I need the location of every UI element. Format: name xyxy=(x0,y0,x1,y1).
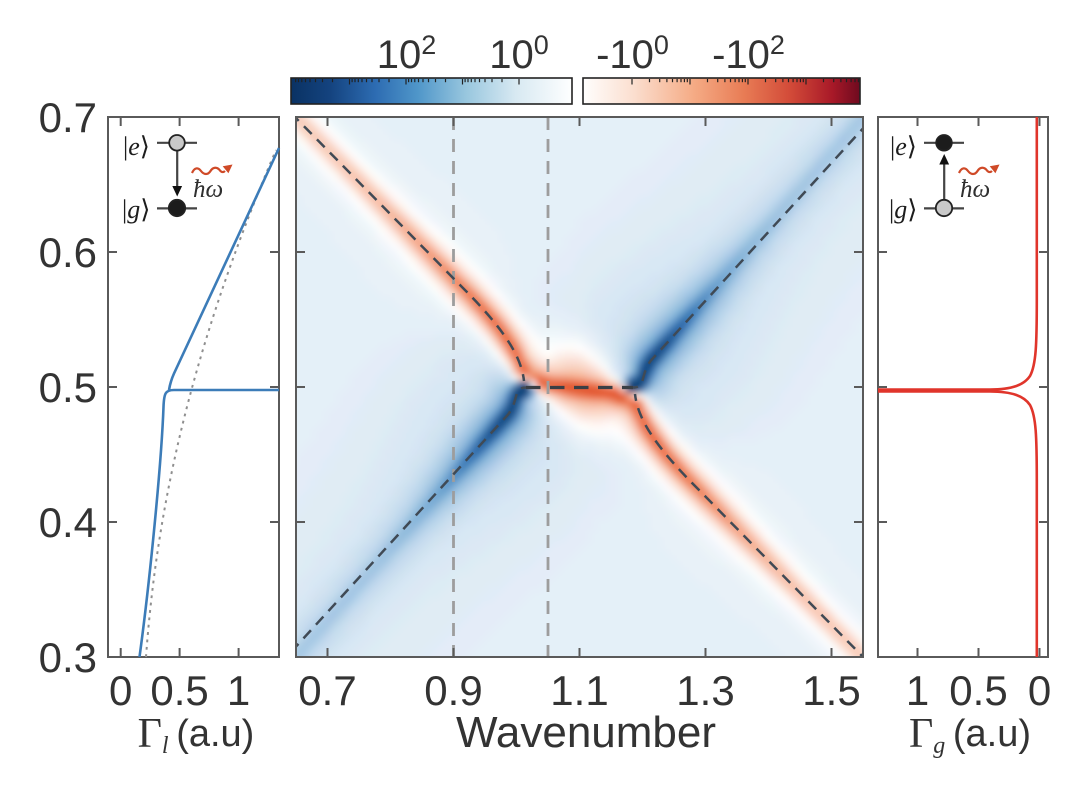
svg-text:0: 0 xyxy=(1028,667,1051,714)
svg-text:|e⟩: |e⟩ xyxy=(123,132,150,161)
svg-text:-100: -100 xyxy=(596,30,669,77)
svg-text:1.3: 1.3 xyxy=(676,667,734,714)
svg-text:|e⟩: |e⟩ xyxy=(890,132,917,161)
svg-text:100: 100 xyxy=(489,30,549,77)
svg-text:1: 1 xyxy=(906,667,929,714)
svg-text:0.7: 0.7 xyxy=(39,94,97,141)
svg-text:0.6: 0.6 xyxy=(39,229,97,276)
svg-text:0: 0 xyxy=(109,667,132,714)
svg-text:102: 102 xyxy=(377,30,437,77)
svg-text:Wavenumber: Wavenumber xyxy=(456,708,716,757)
svg-text:0.4: 0.4 xyxy=(39,499,97,546)
svg-text:|g⟩: |g⟩ xyxy=(122,195,150,224)
svg-text:0.7: 0.7 xyxy=(298,667,356,714)
svg-text:0.5: 0.5 xyxy=(949,667,1007,714)
svg-text:0.5: 0.5 xyxy=(150,667,208,714)
svg-text:Γl (a.u): Γl (a.u) xyxy=(138,711,255,759)
svg-text:ħω: ħω xyxy=(960,176,990,203)
svg-text:1.1: 1.1 xyxy=(550,667,608,714)
svg-text:0.9: 0.9 xyxy=(424,667,482,714)
svg-text:|g⟩: |g⟩ xyxy=(889,195,917,224)
svg-text:1.5: 1.5 xyxy=(802,667,860,714)
svg-text:1: 1 xyxy=(227,667,250,714)
svg-text:0.5: 0.5 xyxy=(39,364,97,411)
svg-text:Γg (a.u): Γg (a.u) xyxy=(909,711,1031,759)
svg-text:0.3: 0.3 xyxy=(39,634,97,681)
svg-text:ħω: ħω xyxy=(193,176,223,203)
svg-text:-102: -102 xyxy=(712,30,785,77)
